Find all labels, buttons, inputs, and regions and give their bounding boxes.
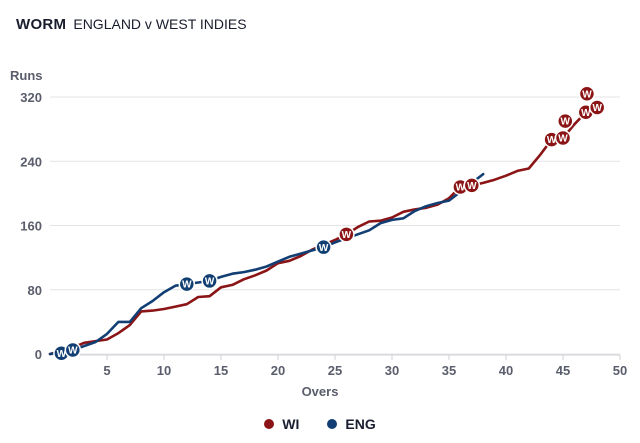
wicket-dot [178, 275, 196, 293]
legend-label-eng: ENG [345, 416, 376, 432]
wicket-label: W [456, 183, 466, 194]
wicket-label: W [319, 243, 329, 254]
x-axis-label: Overs [302, 384, 339, 399]
wicket-dot [588, 99, 606, 116]
wicket-dot [338, 226, 355, 243]
chart-title: WORM [16, 16, 67, 33]
y-axis-ticks: 0 80 160 240 320 [20, 90, 42, 362]
wicket-label: W [342, 230, 352, 241]
series-lines [48, 106, 599, 356]
worm-chart: 0 80 160 240 320 5 10 15 20 25 30 35 40 45 50 Runs Ov… [10, 68, 627, 399]
wicket-label: W [68, 346, 78, 357]
chart-subtitle: ENGLAND v WEST INDIES [73, 16, 247, 32]
wicket-marker-eng-3[interactable]: W [178, 275, 196, 293]
y-tick-label-0: 0 [35, 347, 42, 362]
x-tick-label-40: 40 [499, 363, 513, 378]
wicket-marker-wi-5[interactable]: W [554, 129, 572, 147]
x-tick-label-5: 5 [103, 363, 110, 378]
wicket-marker-wi-9[interactable]: W [588, 99, 606, 116]
legend-item-wi[interactable]: WI [264, 416, 299, 432]
legend-label-wi: WI [282, 416, 300, 432]
x-tick-label-10: 10 [157, 363, 171, 378]
wicket-dot [578, 85, 596, 103]
legend: WI ENG [0, 416, 640, 432]
wicket-marker-eng-2[interactable]: W [64, 341, 82, 359]
wicket-dot [64, 341, 82, 359]
wicket-marker-wi-6[interactable]: W [557, 112, 574, 130]
wicket-label: W [205, 277, 215, 288]
wicket-marker-eng-5[interactable]: W [315, 238, 332, 256]
x-tick-label-20: 20 [271, 363, 285, 378]
wicket-dot [201, 272, 218, 290]
wicket-marker-wi-3[interactable]: W [463, 177, 481, 194]
wicket-dot [463, 177, 481, 194]
wicket-label: W [582, 89, 592, 100]
wicket-label: W [57, 349, 67, 360]
y-tick-label-80: 80 [28, 283, 42, 298]
x-axis-ticks: 5 10 15 20 25 30 35 40 45 50 [50, 354, 627, 378]
legend-dot-wi [264, 419, 275, 429]
wicket-marker-eng-4[interactable]: W [201, 272, 218, 290]
wicket-dot [315, 238, 332, 256]
grid-lines [50, 96, 620, 355]
x-tick-label-35: 35 [442, 363, 456, 378]
series-line-eng [48, 172, 485, 356]
y-axis-label: Runs [10, 68, 43, 83]
wicket-label: W [561, 117, 571, 128]
legend-item-eng[interactable]: ENG [327, 416, 376, 432]
wicket-marker-wi-1[interactable]: W [338, 226, 355, 243]
wicket-dot [554, 129, 572, 147]
wicket-label: W [547, 135, 557, 146]
legend-dot-eng [327, 419, 338, 429]
x-tick-label-30: 30 [385, 363, 399, 378]
x-tick-label-50: 50 [613, 363, 627, 378]
wicket-marker-wi-8[interactable]: W [578, 85, 596, 103]
wicket-label: W [558, 134, 568, 145]
y-tick-label-240: 240 [20, 154, 42, 169]
x-tick-label-15: 15 [214, 363, 228, 378]
wicket-label: W [467, 181, 477, 192]
x-tick-label-45: 45 [556, 363, 570, 378]
wicket-label: W [581, 108, 591, 119]
chart-header: WORM ENGLAND v WEST INDIES [16, 16, 247, 33]
y-tick-label-320: 320 [20, 90, 42, 105]
series-line-wi [48, 106, 599, 356]
x-tick-label-25: 25 [328, 363, 342, 378]
wicket-label: W [182, 280, 192, 291]
y-tick-label-160: 160 [20, 219, 42, 234]
wicket-label: W [592, 103, 602, 114]
wicket-dot [557, 112, 574, 130]
